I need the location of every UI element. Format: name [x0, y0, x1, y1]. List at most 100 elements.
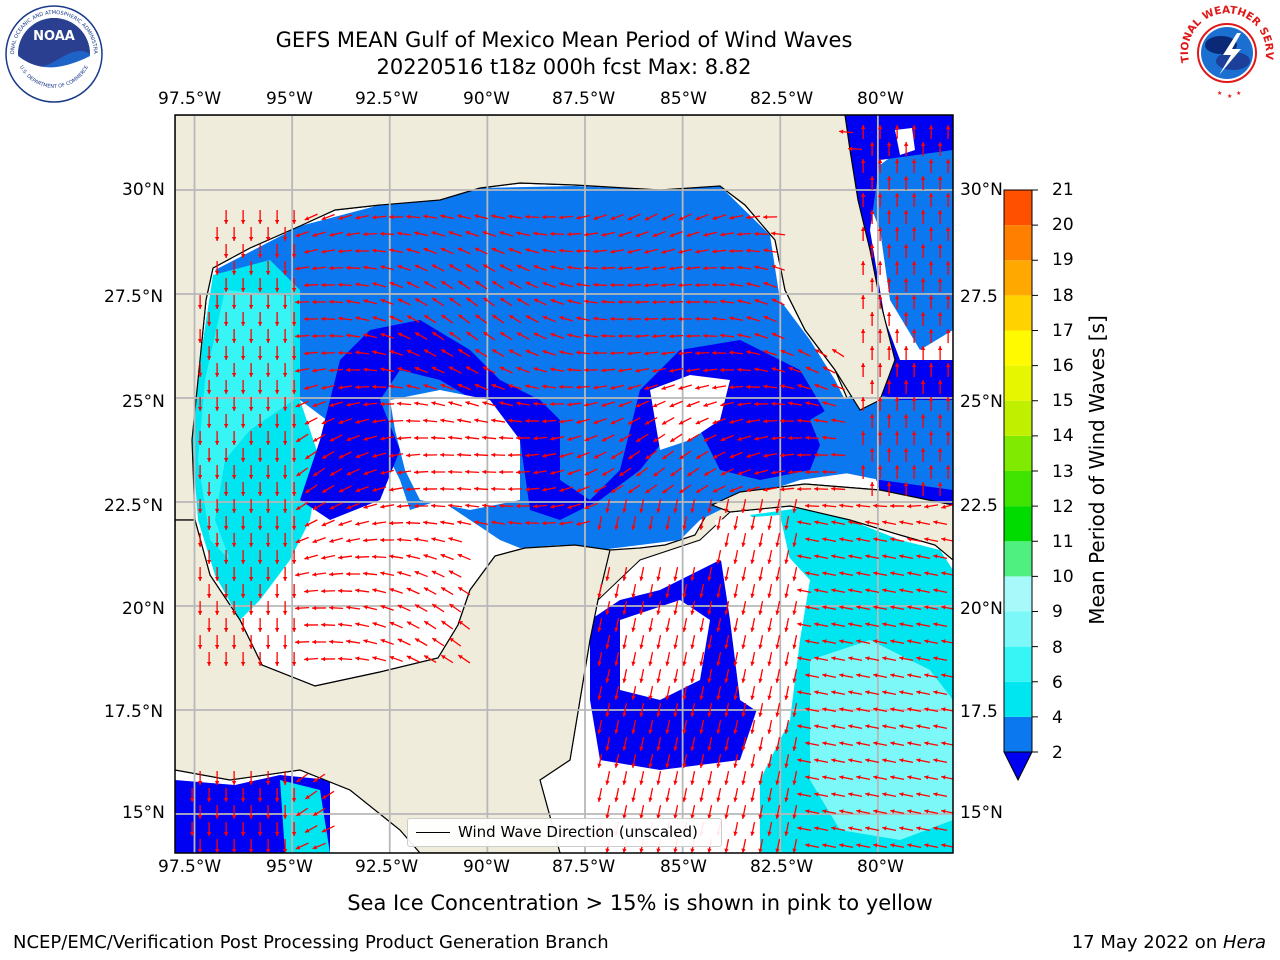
wave-arrow-head — [682, 763, 687, 768]
wave-arrow-head — [695, 316, 700, 322]
wave-arrow-head — [750, 763, 755, 768]
wave-arrow-head — [265, 407, 271, 411]
wave-arrow-head — [602, 471, 607, 476]
wave-arrow-head — [724, 644, 729, 649]
wave-arrow-head — [458, 587, 463, 592]
wave-arrow-head — [869, 482, 875, 486]
wave-arrow-head — [716, 627, 721, 632]
wave-arrow-head — [784, 831, 789, 836]
wave-arrow-head — [458, 655, 463, 660]
wave-arrow-head — [920, 210, 926, 214]
wave-arrow-head — [389, 384, 394, 389]
wave-arrow-head — [805, 639, 810, 644]
wave-arrow-head — [597, 593, 602, 598]
wave-arrow-head — [750, 729, 755, 734]
wave-arrow-head — [699, 695, 704, 700]
wave-arrow-head — [894, 295, 900, 299]
wave-arrow-head — [593, 249, 598, 254]
wave-arrow-head — [656, 746, 661, 751]
wave-arrow-head — [296, 437, 301, 442]
wave-arrow-head — [296, 777, 301, 783]
wave-arrow-head — [282, 543, 288, 547]
wave-arrow-head — [265, 441, 271, 445]
wave-arrow-head — [597, 695, 602, 700]
wave-arrow-head — [296, 811, 301, 816]
wave-arrow-head — [601, 368, 606, 373]
wave-arrow-head — [869, 176, 875, 180]
wave-arrow-head — [240, 526, 246, 530]
wave-arrow-head — [720, 471, 726, 476]
wave-arrow-head — [690, 678, 695, 683]
wave-arrow-head — [389, 487, 394, 492]
wave-arrow-head — [474, 383, 480, 388]
wave-arrow-head — [928, 159, 934, 163]
wave-arrow-head — [805, 605, 810, 610]
wave-arrow-head — [797, 452, 802, 458]
wave-arrow-head — [707, 848, 712, 853]
wave-arrow-head — [457, 214, 462, 219]
wave-arrow-head — [576, 248, 581, 254]
wave-arrow-head — [797, 724, 802, 729]
wave-arrow-head — [712, 350, 717, 356]
wave-arrow-head — [414, 503, 419, 509]
wave-arrow-head — [363, 470, 369, 476]
wave-arrow-head — [423, 452, 428, 458]
wave-arrow-head — [784, 559, 789, 564]
wave-arrow-head — [291, 798, 297, 802]
colorbar-swatch — [1004, 646, 1032, 682]
wave-arrow-head — [475, 314, 481, 319]
wave-arrow-head — [525, 384, 530, 389]
wave-arrow-head — [406, 587, 412, 592]
wave-arrow-head — [703, 402, 708, 407]
wave-arrow-head — [886, 142, 892, 146]
wave-arrow-head — [346, 232, 351, 237]
wave-arrow-head — [903, 176, 909, 180]
wave-arrow-head — [814, 588, 819, 593]
lat-label-right: 17.5 — [960, 702, 998, 722]
wave-arrow-head — [559, 453, 564, 458]
wave-arrow-head — [282, 509, 288, 513]
wave-arrow-head — [372, 588, 377, 593]
wave-arrow-head — [631, 661, 636, 666]
wave-arrow-head — [724, 508, 729, 513]
wave-arrow-head — [941, 537, 946, 542]
wave-arrow-head — [304, 555, 309, 560]
wave-arrow-head — [928, 465, 934, 469]
wave-arrow-head — [729, 419, 734, 424]
wave-arrow-head — [903, 380, 909, 384]
lat-label-left: 22.5°N — [104, 496, 164, 516]
wave-arrow-head — [265, 475, 271, 479]
wave-arrow-head — [848, 622, 853, 627]
wave-arrow-head — [754, 231, 759, 237]
wave-arrow-head — [441, 655, 446, 660]
wave-arrow-head — [699, 627, 704, 632]
wave-arrow-head — [248, 611, 254, 615]
wave-arrow-head — [928, 431, 934, 435]
wave-arrow-head — [856, 809, 861, 814]
wave-arrow-head — [945, 159, 951, 163]
wave-arrow-head — [775, 746, 780, 751]
colorbar-tick: 20 — [1052, 215, 1074, 235]
wave-arrow-head — [814, 826, 819, 831]
wave-arrow-head — [441, 349, 446, 354]
wave-arrow-head — [389, 349, 394, 355]
wave-arrow-head — [475, 349, 480, 354]
wave-arrow-head — [627, 283, 632, 288]
wave-arrow-head — [733, 627, 738, 632]
wave-arrow-head — [869, 210, 875, 214]
wave-arrow-head — [516, 401, 521, 406]
wave-arrow-head — [423, 418, 428, 423]
wave-arrow-head — [338, 521, 343, 527]
wave-arrow-head — [903, 312, 909, 316]
wave-arrow-head — [678, 216, 684, 221]
wave-arrow-head — [214, 237, 220, 241]
wave-arrow-head — [414, 332, 420, 337]
wave-arrow-head — [223, 526, 229, 530]
wave-arrow-head — [941, 775, 946, 780]
wave-arrow-head — [907, 707, 912, 712]
wave-arrow-head — [265, 237, 271, 241]
wave-arrow-head — [282, 849, 288, 853]
wave-arrow-head — [911, 227, 917, 231]
svg-text:★: ★ — [1236, 90, 1241, 97]
wave-arrow-head — [665, 661, 670, 666]
